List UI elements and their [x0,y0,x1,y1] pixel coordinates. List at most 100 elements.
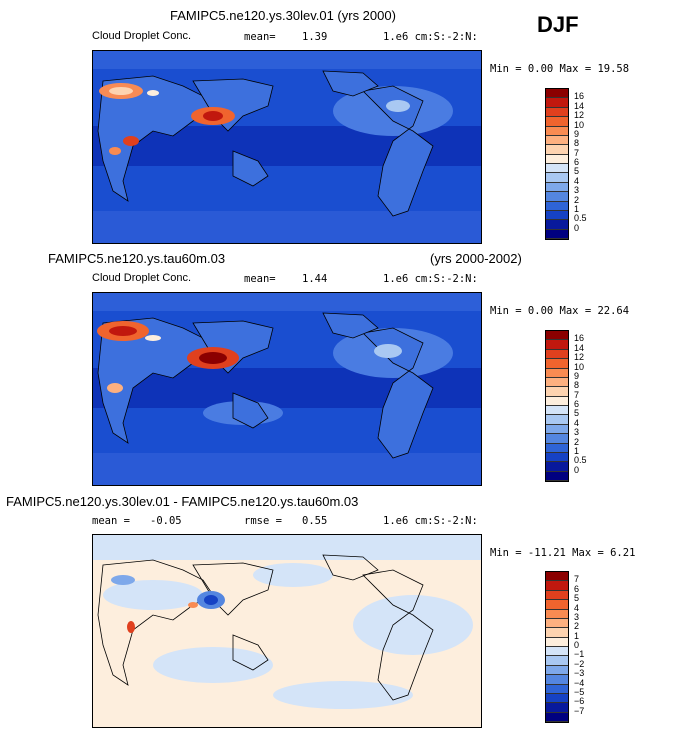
colorbar-tick-label: 12 [574,110,585,121]
panel1-field-label: Cloud Droplet Conc. [92,30,192,42]
colorbar-swatch [546,387,568,397]
colorbar-tick-label: 6 [574,157,580,167]
panel2-minmax: Min = 0.00 Max = 22.64 [490,305,630,317]
panel3-rmse-value: 0.55 [302,515,328,527]
colorbar-tick-label: 5 [574,408,580,419]
colorbar-tick-label: 16 [574,333,585,344]
colorbar-tick-label: 14 [574,342,585,353]
colorbar-swatch [546,396,568,406]
colorbar-tick-label: 0 [574,640,580,650]
panel2-mean-value: 1.44 [302,273,328,285]
colorbar-swatch [546,443,568,453]
colorbar-tick-label: 4 [574,602,580,613]
panel2-colorbar [545,330,569,482]
panel3-negative-areas [93,535,481,709]
colorbar-swatch [546,331,568,341]
colorbar-tick-label: −4 [574,677,585,688]
colorbar-swatch [546,182,568,193]
colorbar-tick-label: −7 [574,705,585,716]
panel3-map [92,534,482,728]
colorbar-swatch [546,462,568,472]
colorbar-tick-label: 1 [574,203,580,214]
colorbar-swatch [546,572,568,582]
panel1-ocean-bands [93,51,481,243]
panel1-continents [97,70,434,217]
panel2-continents [97,312,434,459]
panel3-mean-value: -0.05 [150,515,182,527]
panel2-mean-label: mean= [244,273,276,285]
colorbar-tick-label: −3 [574,668,585,679]
colorbar-swatch [546,590,568,601]
colorbar-tick-label: 2 [574,621,580,632]
colorbar-tick-label: 0.5 [574,455,587,466]
colorbar-swatch [546,693,568,704]
colorbar-tick-label: −2 [574,658,585,669]
colorbar-tick-label: 14 [574,100,585,111]
panel2-ocean-bands [93,293,481,485]
panel1-units: 1.e6 cm:S:-2:N: [383,31,478,43]
colorbar-swatch [546,712,568,722]
colorbar-tick-label: 3 [574,185,580,196]
colorbar-swatch [546,154,568,164]
colorbar-swatch [546,703,568,713]
panel1-minmax: Min = 0.00 Max = 19.58 [490,63,630,75]
colorbar-swatch [546,406,568,416]
panel3-continents [97,554,434,701]
panel2-years: (yrs 2000-2002) [430,251,522,266]
colorbar-tick-label: 4 [574,175,580,186]
colorbar-tick-label: 2 [574,194,580,205]
colorbar-swatch [546,359,568,369]
colorbar-swatch [546,210,568,221]
colorbar-swatch [546,89,568,99]
colorbar-swatch [546,647,568,657]
panel3-colorbar [545,571,569,723]
colorbar-tick-label: 7 [574,574,580,585]
colorbar-swatch [546,164,568,174]
colorbar-tick-label: 1 [574,630,580,641]
panel1-map [92,50,482,244]
colorbar-tick-label: 5 [574,166,580,177]
colorbar-tick-label: 7 [574,389,580,400]
colorbar-swatch [546,581,568,591]
panel2-units: 1.e6 cm:S:-2:N: [383,273,478,285]
panel1-colorbar [545,88,569,240]
colorbar-tick-label: 6 [574,583,580,594]
panel3-mean-label: mean = [92,515,130,527]
season-label: DJF [537,12,579,37]
colorbar-swatch [546,656,568,666]
panel3-units: 1.e6 cm:S:-2:N: [383,515,478,527]
colorbar-tick-label: 9 [574,128,580,139]
colorbar-tick-label: 0.5 [574,213,587,224]
panel3-minmax: Min = -11.21 Max = 6.21 [490,547,636,559]
colorbar-swatch [546,600,568,610]
colorbar-tick-label: −5 [574,686,585,697]
colorbar-tick-label: −6 [574,696,585,707]
colorbar-tick-label: 8 [574,138,580,149]
colorbar-tick-label: 3 [574,611,580,622]
colorbar-tick-label: 9 [574,370,580,381]
colorbar-swatch [546,192,568,202]
panel1-hotspots [99,83,410,155]
panel2-hotspots [97,321,402,393]
colorbar-tick-label: 10 [574,361,585,372]
colorbar-swatch [546,117,568,127]
colorbar-tick-label: 10 [574,119,585,130]
panel3-anomalies [111,575,225,633]
colorbar-swatch [546,628,568,638]
colorbar-tick-label: 4 [574,417,580,428]
colorbar-swatch [546,201,568,211]
colorbar-tick-label: −1 [574,649,585,660]
colorbar-swatch [546,349,568,360]
colorbar-tick-label: 0 [574,222,580,233]
colorbar-tick-label: 7 [574,147,580,158]
colorbar-swatch [546,220,568,230]
colorbar-swatch [546,98,568,108]
colorbar-swatch [546,452,568,463]
colorbar-tick-label: 2 [574,436,580,447]
colorbar-swatch [546,340,568,350]
colorbar-swatch [546,229,568,239]
colorbar-swatch [546,415,568,425]
panel3-title: FAMIPC5.ne120.ys.30lev.01 - FAMIPC5.ne12… [6,494,359,509]
colorbar-tick-label: 5 [574,593,580,604]
panel3-rmse-label: rmse = [244,515,282,527]
